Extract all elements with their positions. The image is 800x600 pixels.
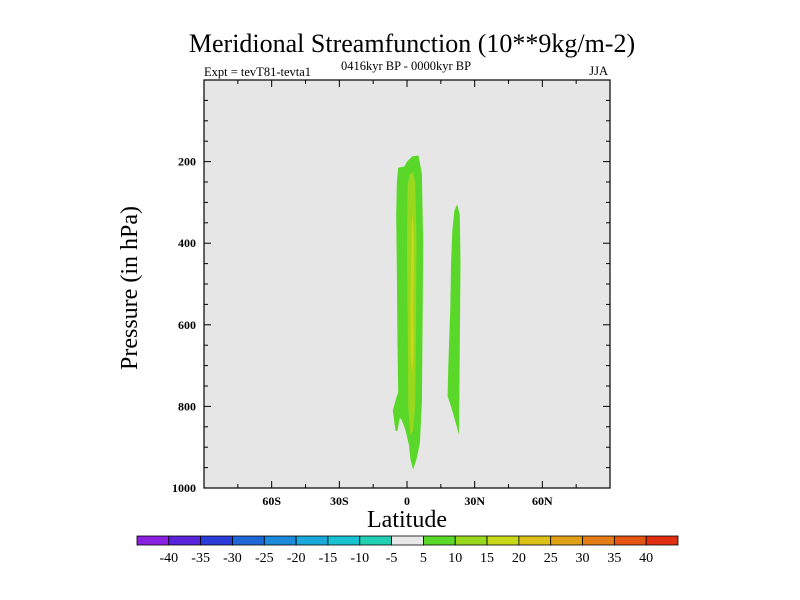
contour-region-2: [447, 204, 461, 435]
colorbar-swatch: [613, 535, 647, 546]
x-tick-label: 60S: [262, 494, 281, 508]
colorbar-swatch: [136, 535, 170, 546]
x-tick-label: 30N: [464, 494, 485, 508]
colorbar-label: -25: [255, 551, 274, 566]
colorbar-swatch: [518, 535, 552, 546]
colorbar-swatch: [295, 535, 329, 546]
colorbar-label: 25: [544, 551, 558, 566]
colorbar-label: 40: [639, 551, 653, 566]
colorbar-swatch: [391, 535, 424, 546]
colorbar-swatch: [645, 535, 679, 546]
colorbar-label: -35: [191, 551, 210, 566]
time-period-label: 0416kyr BP - 0000kyr BP: [341, 59, 471, 73]
colorbar-label: 5: [420, 551, 427, 566]
colorbar-label: 30: [576, 551, 590, 566]
colorbar-swatch: [327, 535, 361, 546]
colorbar-swatch: [582, 535, 615, 546]
colorbar-label: -15: [319, 551, 338, 566]
chart-title: Meridional Streamfunction (10**9kg/m-2): [189, 29, 635, 58]
colorbar-label: 15: [480, 551, 494, 566]
x-tick-label: 0: [404, 494, 410, 508]
colorbar-swatch: [168, 535, 202, 546]
colorbar-label: 35: [607, 551, 621, 566]
plot-frame: [203, 79, 611, 489]
y-tick-label: 1000: [172, 481, 196, 495]
axis-ticks: 60S 30S 0 30N 60N 200 400 600 800 1000: [172, 79, 611, 508]
colorbar-swatch: [200, 535, 233, 546]
contour-region-4: [410, 214, 414, 374]
y-tick-label: 200: [178, 155, 196, 169]
colorbar-swatch: [423, 535, 456, 546]
x-axis-label: Latitude: [367, 507, 447, 533]
colorbar-swatch: [550, 535, 583, 546]
colorbar-swatch: [232, 535, 265, 546]
x-tick-label: 30S: [330, 494, 349, 508]
colorbar-label: -30: [223, 551, 242, 566]
colorbar: -40 -35 -30 -25 -20 -15 -10 -5 5 10 15 20 25 30 35 40: [136, 535, 679, 566]
experiment-label: Expt = tevT81-tevta1: [204, 65, 311, 79]
colorbar-label: -5: [386, 551, 398, 566]
y-tick-label: 600: [178, 318, 196, 332]
contour-fills: [392, 155, 461, 470]
colorbar-swatch: [263, 535, 297, 546]
colorbar-swatch: [359, 535, 392, 546]
y-tick-label: 800: [178, 399, 196, 413]
y-tick-label: 400: [178, 236, 196, 250]
x-tick-label: 60N: [532, 494, 553, 508]
y-axis-label: Pressure (in hPa): [117, 206, 143, 370]
colorbar-label: -10: [350, 551, 369, 566]
colorbar-label: 20: [512, 551, 526, 566]
colorbar-label: -40: [159, 551, 178, 566]
colorbar-label: 10: [448, 551, 462, 566]
colorbar-swatch: [486, 535, 520, 546]
season-label: JJA: [589, 64, 608, 78]
colorbar-label: -20: [287, 551, 306, 566]
colorbar-swatch: [454, 535, 488, 546]
